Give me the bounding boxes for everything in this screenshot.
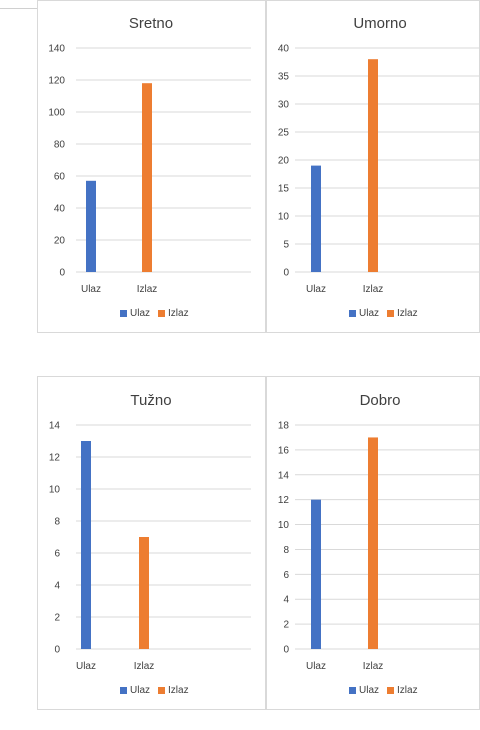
chart-title: Umorno xyxy=(353,15,406,32)
legend-swatch-izlaz xyxy=(387,687,395,694)
y-tick-label: 20 xyxy=(278,156,290,167)
y-tick-label: 8 xyxy=(54,517,60,528)
legend-label-izlaz: Izlaz xyxy=(168,308,189,319)
chart-title: Sretno xyxy=(129,15,173,32)
legend-label-ulaz: Ulaz xyxy=(130,685,151,696)
x-tick-label: Ulaz xyxy=(76,661,96,672)
x-tick-label: Ulaz xyxy=(306,661,326,672)
y-tick-label: 25 xyxy=(278,128,290,139)
legend-item-ulaz: Ulaz xyxy=(120,308,150,319)
y-tick-label: 40 xyxy=(278,44,290,55)
bar-izlaz xyxy=(139,537,149,649)
legend-item-izlaz: Izlaz xyxy=(387,685,418,696)
y-tick-label: 14 xyxy=(49,421,61,432)
y-tick-label: 12 xyxy=(49,453,61,464)
legend-label-ulaz: Ulaz xyxy=(130,308,151,319)
y-tick-label: 2 xyxy=(54,613,60,624)
chart-svg-umorno: Umorno 0 5 10 15 20 25 30 35 40 Ulaz Izlaz xyxy=(278,15,480,295)
y-tick-label: 35 xyxy=(278,72,290,83)
x-tick-label: Izlaz xyxy=(134,661,155,672)
legend: Ulaz Izlaz xyxy=(120,308,189,319)
bar-izlaz xyxy=(368,59,378,273)
bar-ulaz xyxy=(311,165,321,272)
legend-label-izlaz: Izlaz xyxy=(397,308,418,319)
y-tick-label: 10 xyxy=(49,485,61,496)
legend-item-ulaz: Ulaz xyxy=(349,308,379,319)
y-tick-label: 2 xyxy=(283,620,289,631)
y-tick-label: 120 xyxy=(48,76,65,87)
chart-svg-dobro: Dobro 0 2 4 6 8 10 12 14 16 18 Ulaz Izlaz xyxy=(278,392,480,672)
y-tick-label: 14 xyxy=(278,470,290,481)
legend: Ulaz Izlaz xyxy=(120,685,189,696)
chart-title: Tužno xyxy=(130,392,171,409)
legend-label-ulaz: Ulaz xyxy=(359,308,380,319)
bar-ulaz xyxy=(86,180,96,272)
y-tick-label: 18 xyxy=(278,421,290,432)
chart-panel-tuzno[interactable]: Tužno 0 2 4 6 8 10 12 14 Ulaz Izlaz Ulaz Izlaz xyxy=(37,376,266,710)
x-tick-label: Ulaz xyxy=(81,284,101,295)
bar-ulaz xyxy=(311,499,321,649)
y-tick-label: 0 xyxy=(283,645,289,656)
y-tick-label: 10 xyxy=(278,520,290,531)
y-tick-label: 0 xyxy=(59,268,65,279)
legend-swatch-ulaz xyxy=(349,310,356,317)
legend-swatch-izlaz xyxy=(158,687,166,694)
x-tick-label: Izlaz xyxy=(363,284,384,295)
y-tick-label: 16 xyxy=(278,445,290,456)
x-tick-label: Izlaz xyxy=(363,661,384,672)
chart-svg-tuzno: Tužno 0 2 4 6 8 10 12 14 Ulaz Izlaz xyxy=(49,392,251,672)
legend-item-ulaz: Ulaz xyxy=(120,685,150,696)
legend-swatch-ulaz xyxy=(349,687,356,694)
legend-label-izlaz: Izlaz xyxy=(168,685,189,696)
y-tick-label: 6 xyxy=(54,549,60,560)
y-tick-label: 140 xyxy=(48,44,65,55)
legend-item-ulaz: Ulaz xyxy=(349,685,379,696)
bar-ulaz xyxy=(81,441,91,649)
legend-item-izlaz: Izlaz xyxy=(387,308,418,319)
y-tick-label: 100 xyxy=(48,108,65,119)
chart-panel-dobro[interactable]: Dobro 0 2 4 6 8 10 12 14 16 18 Ulaz Izlaz Ulaz Izlaz xyxy=(266,376,480,710)
chart-panel-sretno[interactable]: Sretno 0 20 40 60 80 100 120 140 Ulaz Izlaz Ulaz I… xyxy=(37,0,266,333)
chart-panel-umorno[interactable]: Umorno 0 5 10 15 20 25 30 35 40 Ulaz Izlaz Ulaz Izl… xyxy=(266,0,480,333)
legend-swatch-izlaz xyxy=(158,310,166,317)
y-tick-label: 0 xyxy=(283,268,289,279)
legend-swatch-ulaz xyxy=(120,687,127,694)
chart-svg-sretno: Sretno 0 20 40 60 80 100 120 140 Ulaz Izlaz xyxy=(48,15,251,295)
y-tick-label: 6 xyxy=(283,570,289,581)
y-tick-label: 0 xyxy=(54,645,60,656)
y-tick-label: 4 xyxy=(54,581,60,592)
legend-item-izlaz: Izlaz xyxy=(158,685,189,696)
legend-label-ulaz: Ulaz xyxy=(359,685,380,696)
y-tick-label: 20 xyxy=(54,236,66,247)
legend: Ulaz Izlaz xyxy=(349,685,418,696)
y-tick-label: 40 xyxy=(54,204,66,215)
legend-label-izlaz: Izlaz xyxy=(397,685,418,696)
bar-izlaz xyxy=(368,437,378,649)
legend-swatch-izlaz xyxy=(387,310,395,317)
x-tick-label: Ulaz xyxy=(306,284,326,295)
y-tick-label: 15 xyxy=(278,184,290,195)
y-tick-label: 30 xyxy=(278,100,290,111)
legend: Ulaz Izlaz xyxy=(349,308,418,319)
legend-swatch-ulaz xyxy=(120,310,127,317)
y-tick-label: 5 xyxy=(283,240,289,251)
x-tick-label: Izlaz xyxy=(137,284,158,295)
y-tick-label: 80 xyxy=(54,140,66,151)
y-tick-label: 10 xyxy=(278,212,290,223)
legend-item-izlaz: Izlaz xyxy=(158,308,189,319)
y-tick-label: 60 xyxy=(54,172,66,183)
bar-izlaz xyxy=(142,83,152,272)
y-tick-label: 12 xyxy=(278,495,290,506)
y-tick-label: 8 xyxy=(283,545,289,556)
y-tick-label: 4 xyxy=(283,595,289,606)
chart-title: Dobro xyxy=(360,392,401,409)
